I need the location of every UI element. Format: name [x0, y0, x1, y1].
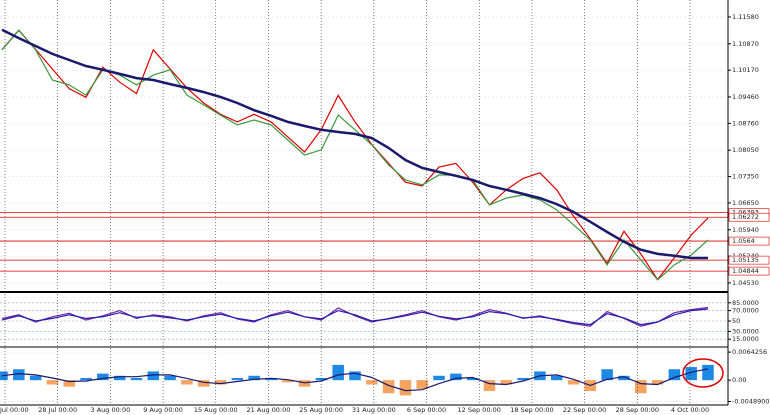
histogram-bar [366, 380, 378, 385]
series-line [1, 28, 708, 260]
histogram-bar [97, 373, 109, 381]
x-tick-label: 18 Sep 00:00 [510, 406, 553, 414]
histogram-bar [349, 371, 361, 381]
level-label: 1.06393 [732, 209, 759, 217]
x-tick-label: 25 Aug 00:00 [299, 406, 343, 414]
histogram-bar [685, 367, 697, 381]
histogram-bar [113, 375, 126, 381]
histogram-bar [416, 380, 428, 389]
histogram-bar [601, 369, 613, 381]
level-label: 1.0564 [732, 237, 755, 245]
histogram-bar [147, 371, 160, 381]
x-tick-label: 28 Sep 00:00 [616, 406, 659, 414]
series-line [1, 368, 709, 392]
histogram-bar [231, 377, 244, 381]
y-tick-label: 0.0064256 [732, 348, 767, 356]
histogram-bar [63, 380, 75, 387]
level-label-box [728, 255, 770, 265]
y-tick-label: 1.09460 [732, 93, 759, 101]
histogram-bar [298, 380, 311, 387]
y-tick-label: 15.0000 [732, 335, 759, 343]
x-tick-label: 9 Aug 00:00 [143, 406, 183, 414]
level-label: 1.04844 [732, 267, 759, 275]
histogram-bar [13, 369, 25, 381]
histogram-bar [265, 377, 277, 381]
y-tick-label: -0.0048900 [732, 397, 770, 405]
y-tick-label: 0.00 [732, 376, 746, 384]
histogram-bar [399, 380, 412, 396]
x-tick-label: 31 Aug 00:00 [352, 406, 396, 414]
y-tick-label: 1.07350 [732, 173, 759, 181]
x-tick-label: 3 Aug 00:00 [91, 406, 131, 414]
histogram-bar [567, 380, 580, 385]
histogram-bar [483, 380, 496, 392]
y-tick-label: 1.05940 [732, 226, 759, 234]
x-tick-label: 15 Aug 00:00 [194, 406, 238, 414]
level-label-box [728, 212, 770, 222]
y-tick-label: 1.10170 [732, 66, 759, 74]
histogram-bar [315, 377, 328, 381]
y-tick-label: 1.06650 [732, 199, 759, 207]
x-tick-label: 4 Oct 00:00 [671, 406, 709, 414]
histogram-bar [618, 375, 630, 381]
x-tick-label: 28 Jul 00:00 [38, 406, 77, 414]
histogram-bar [651, 380, 664, 385]
histogram-bar [466, 377, 479, 381]
histogram-bar [29, 375, 42, 381]
histogram-bar [164, 375, 176, 381]
histogram-bar [450, 373, 462, 381]
histogram-bar [702, 364, 714, 381]
y-tick-label: 30.0000 [732, 327, 759, 335]
series-line [1, 308, 709, 326]
level-label: 1.05135 [732, 256, 759, 264]
y-tick-label: 1.08760 [732, 119, 759, 127]
histogram-bar [382, 380, 395, 394]
histogram-bar [550, 375, 563, 381]
y-tick-label: 85.0000 [732, 299, 759, 307]
level-label: 1.06272 [732, 213, 759, 221]
y-tick-label: 1.10870 [732, 40, 759, 48]
y-tick-label: 1.11580 [732, 13, 759, 21]
histogram-bar [500, 380, 513, 385]
x-tick-label: 22 Sep 00:00 [563, 406, 606, 414]
series-line [1, 306, 709, 327]
histogram-bar [517, 377, 529, 381]
x-tick-label: 21 Aug 00:00 [247, 406, 291, 414]
y-tick-label: 1.08050 [732, 146, 759, 154]
level-label-box [728, 266, 770, 276]
histogram-bar [46, 380, 59, 385]
histogram-bar [197, 380, 210, 387]
y-tick-label: 1.04530 [732, 279, 759, 287]
histogram-bar [181, 380, 193, 385]
level-label-box [728, 236, 770, 246]
histogram-bar [214, 380, 227, 385]
x-tick-label: 6 Sep 00:00 [407, 406, 446, 414]
x-tick-label: Jul 00:00 [0, 406, 29, 414]
y-tick-label: 70.0000 [732, 307, 759, 315]
histogram-bar [282, 380, 294, 383]
histogram-bar [668, 369, 681, 381]
histogram-bar [433, 375, 445, 381]
histogram-bar [635, 380, 647, 394]
y-tick-label: 50 [732, 317, 740, 325]
histogram-bar [248, 375, 260, 381]
histogram-bar [332, 364, 344, 381]
x-tick-label: 12 Sep 00:00 [458, 406, 501, 414]
histogram-bar [80, 377, 92, 381]
series-line [1, 29, 709, 281]
highlight-circle [682, 358, 724, 388]
histogram-bar [130, 377, 143, 381]
